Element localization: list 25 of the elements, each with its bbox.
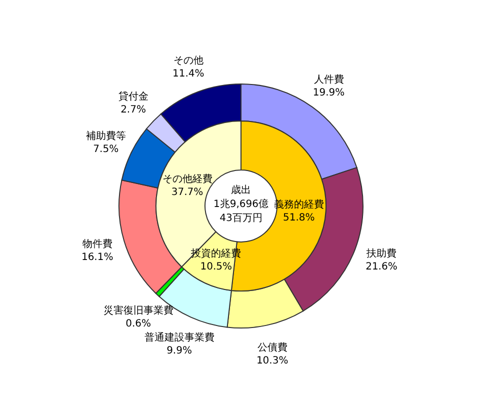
data-label: 0.6% [126, 318, 152, 330]
data-label: 9.9% [166, 346, 192, 357]
data-label: 21.6% [366, 262, 398, 273]
data-label: 10.5% [200, 261, 232, 272]
data-label: 51.8% [283, 212, 315, 224]
slice-label: その他経費 [162, 173, 212, 186]
slice-label: 物件費 [82, 238, 112, 250]
slice-label: 人件費 [314, 73, 344, 86]
data-label: 2.7% [120, 104, 146, 116]
data-label: 7.5% [93, 144, 119, 155]
slice-label: 災害復旧事業費 [103, 304, 174, 316]
slice-label: 普通建設事業費 [144, 332, 214, 344]
data-label: 19.9% [312, 87, 345, 98]
data-label: 37.7% [171, 187, 204, 198]
text: 1兆9,696億 [212, 198, 270, 212]
slice-label: 貸付金 [118, 90, 148, 103]
text: 43百万円 [218, 212, 264, 226]
data-label: 16.1% [81, 252, 114, 264]
slice-label: 公債費 [257, 342, 288, 354]
slice-label: 補助費等 [86, 130, 126, 142]
data-label: 10.3% [256, 356, 288, 367]
data-label: 11.4% [172, 68, 204, 80]
slice-label: 扶助費 [365, 248, 396, 260]
slice-label: その他 [173, 54, 204, 67]
text: 歳出 [230, 184, 252, 198]
